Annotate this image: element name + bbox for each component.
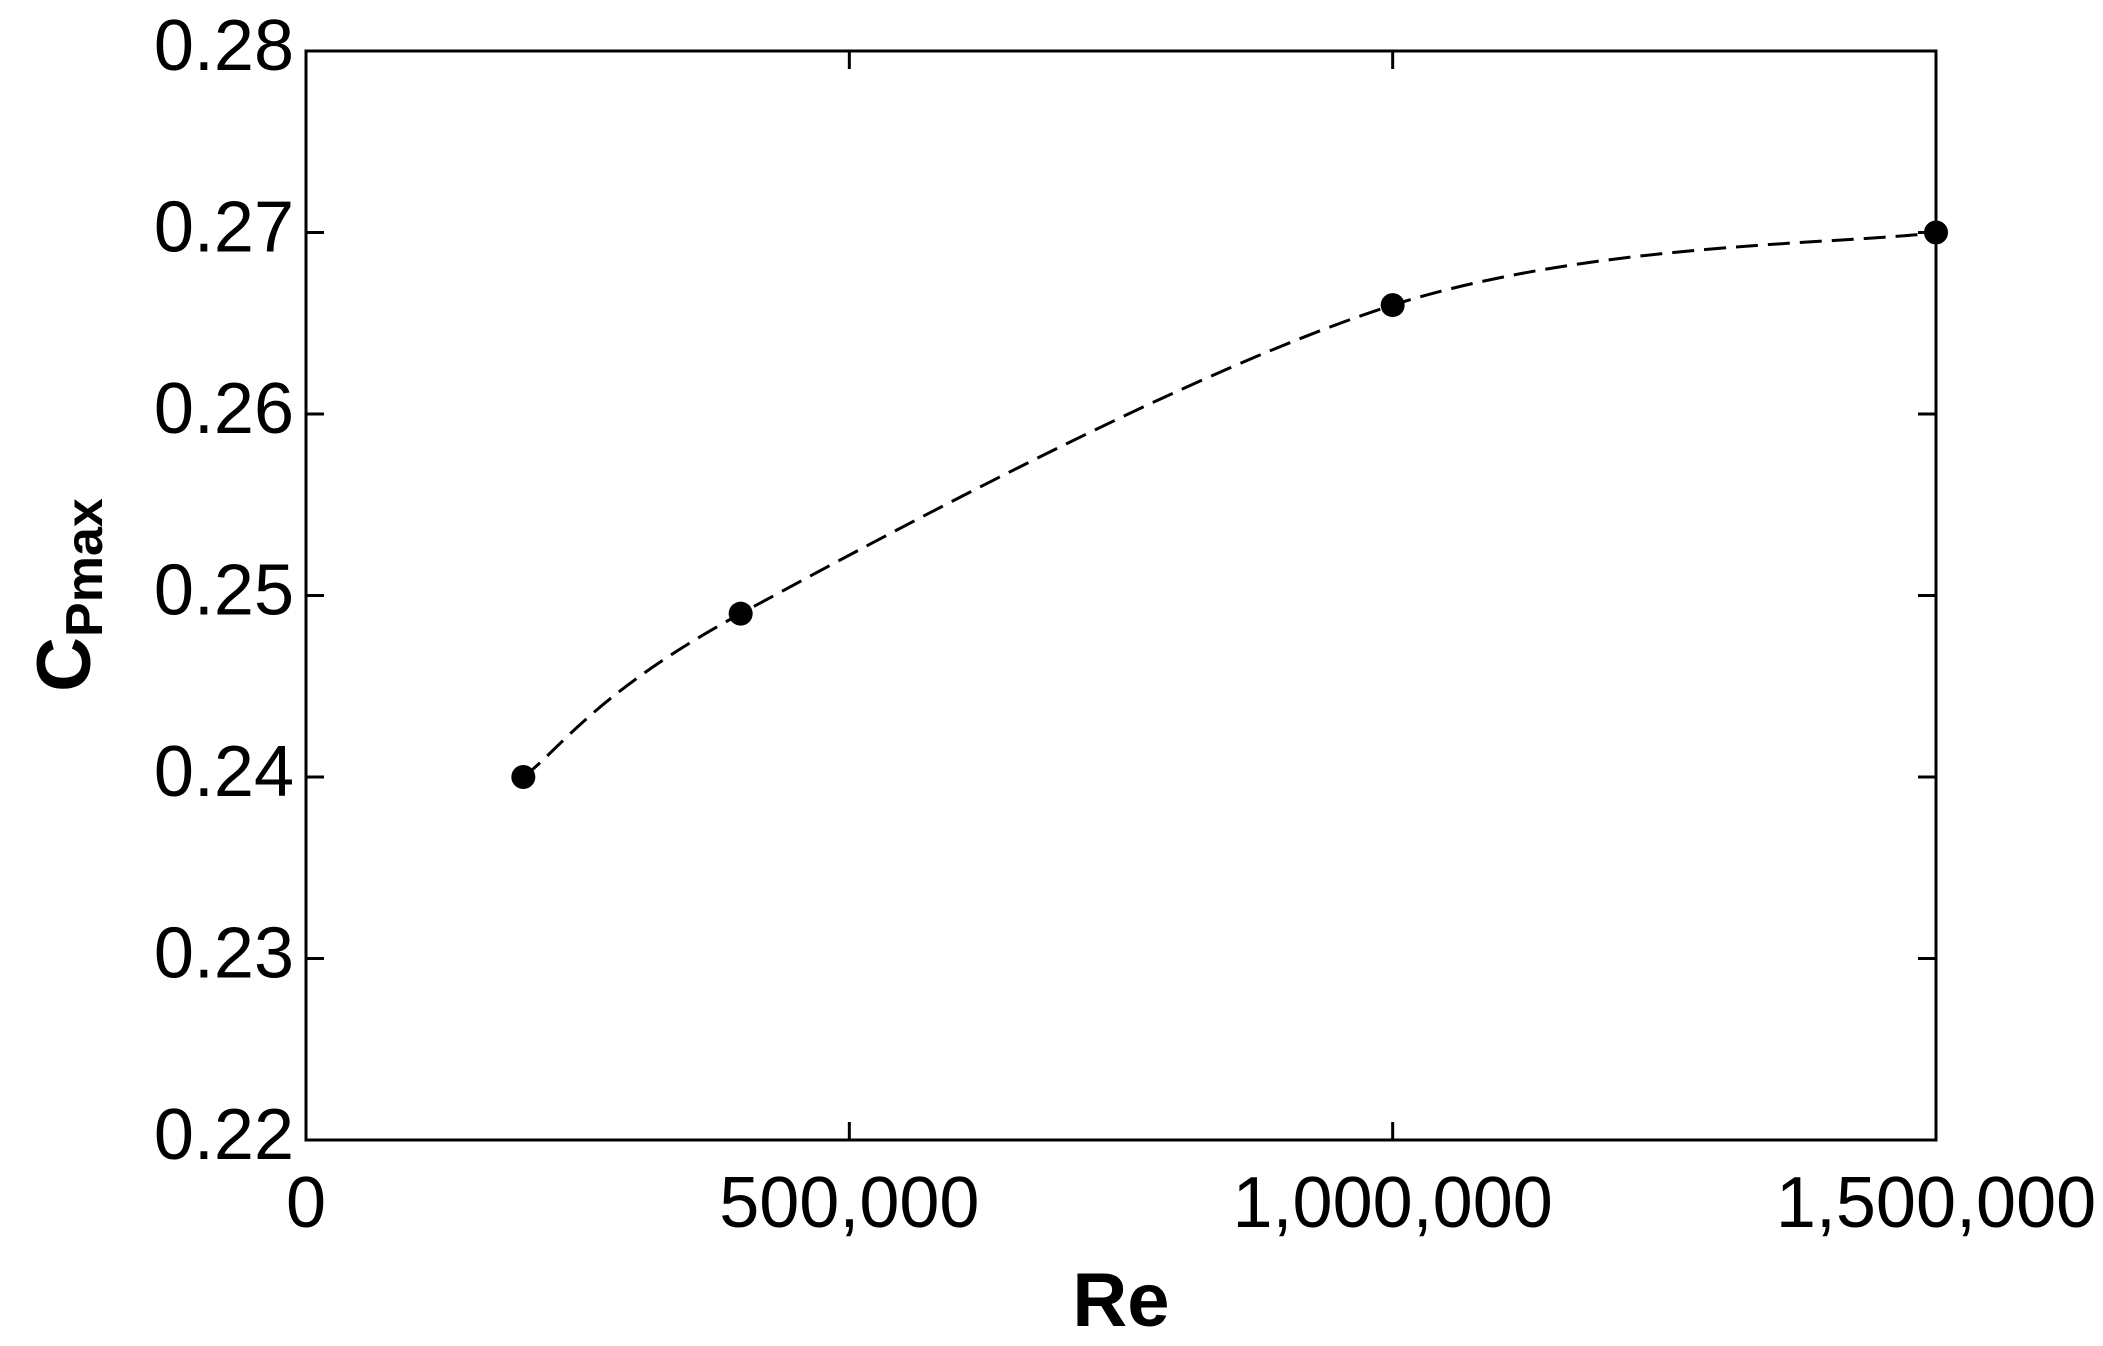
y-axis-label: CPmax: [22, 498, 114, 692]
x-tick-label: 0: [286, 1163, 326, 1243]
y-tick-label: 0.28: [154, 6, 294, 86]
y-tick-label: 0.22: [154, 1095, 294, 1175]
y-tick-label: 0.23: [154, 914, 294, 994]
y-tick-label: 0.26: [154, 369, 294, 449]
data-point: [1924, 220, 1948, 245]
y-tick-label: 0.27: [154, 188, 294, 268]
data-line: [522, 231, 1937, 779]
data-point: [728, 601, 753, 626]
data-point: [1380, 293, 1405, 318]
y-tick-label: 0.24: [154, 732, 294, 812]
plot-frame: [304, 49, 1938, 1142]
y-axis-label-main: C: [22, 637, 107, 692]
x-axis-label: Re: [1072, 1258, 1169, 1343]
y-tick-label: 0.25: [154, 551, 294, 631]
x-tick-label: 1,500,000: [1776, 1163, 2096, 1243]
x-tick-label: 500,000: [719, 1163, 979, 1243]
y-axis-label-sub: Pmax: [56, 498, 114, 637]
x-tick-label: 1,000,000: [1233, 1163, 1553, 1243]
data-point: [511, 765, 536, 789]
